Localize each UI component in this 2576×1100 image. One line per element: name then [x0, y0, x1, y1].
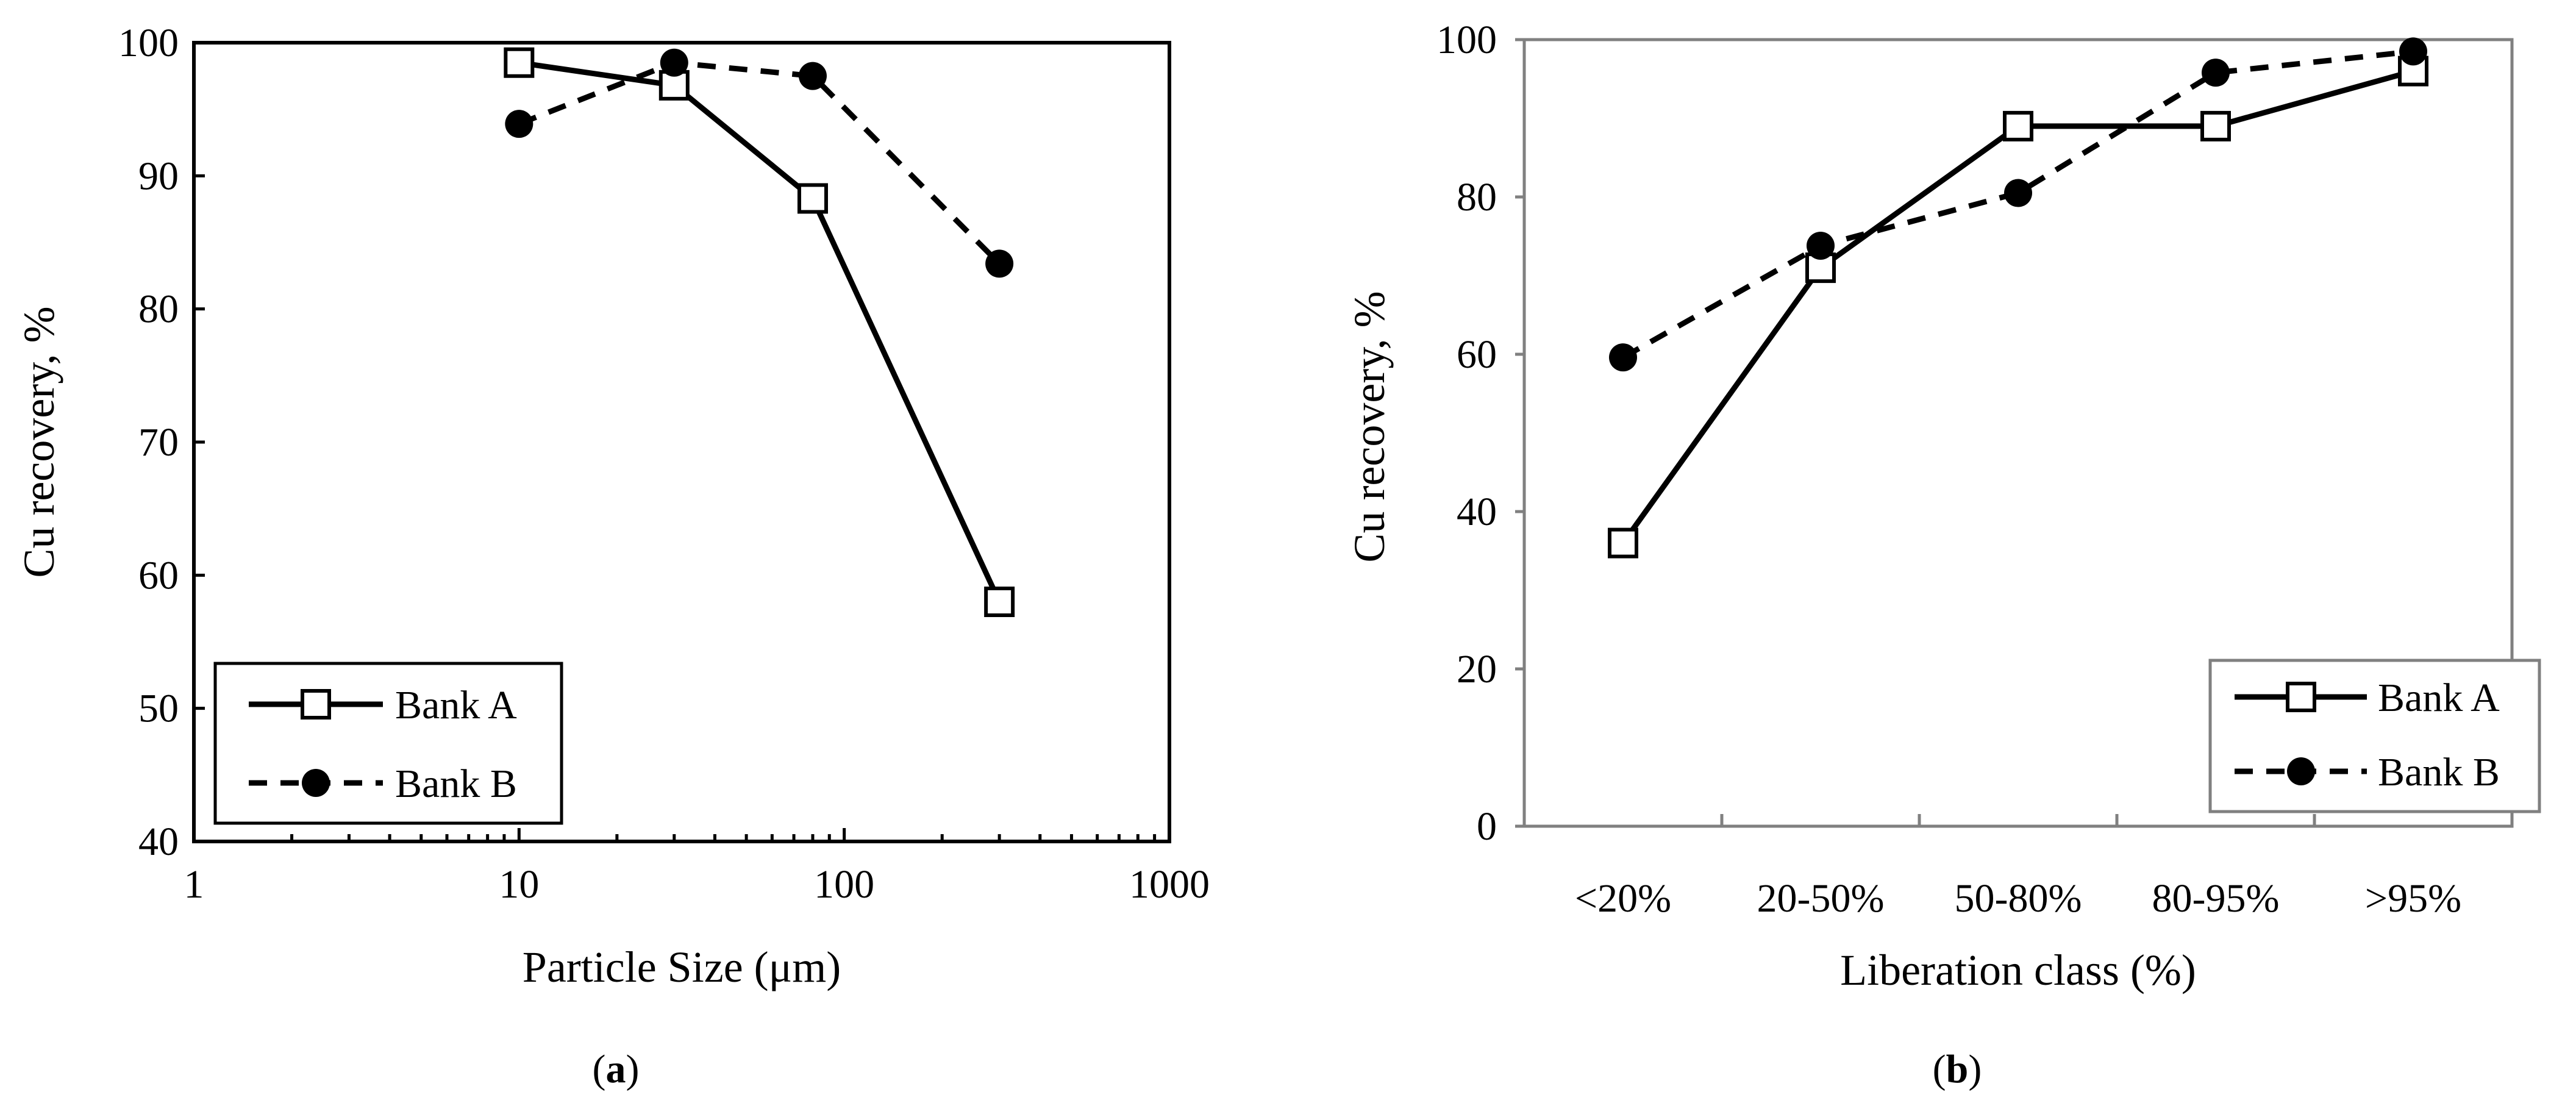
y-tick-label: 60: [1457, 332, 1497, 377]
y-tick-label: 80: [1457, 175, 1497, 220]
legend-label-bank-a: Bank A: [2378, 676, 2500, 720]
y-tick-label: 40: [138, 820, 179, 864]
data-point-bank-b-0: [505, 110, 533, 138]
y-tick-label: 70: [138, 420, 179, 465]
data-point-bank-a-2: [2003, 110, 2033, 141]
series-line-bank-a: [1621, 68, 2414, 545]
x-axis-title: Particle Size (μm): [523, 943, 841, 991]
x-tick-label: 80-95%: [2152, 876, 2280, 921]
x-tick-label: >95%: [2365, 876, 2461, 921]
y-tick-label: 100: [118, 21, 179, 65]
y-tick-label: 40: [1457, 490, 1497, 534]
legend-label-bank-b: Bank B: [2378, 750, 2500, 795]
data-point-bank-a-3: [984, 587, 1015, 617]
legend-marker-bank-a: [301, 689, 331, 720]
data-point-bank-a-3: [2200, 110, 2231, 141]
legend-frame: [2208, 659, 2541, 813]
x-tick-label: <20%: [1575, 876, 1671, 921]
data-point-bank-a-0: [1608, 527, 1638, 559]
legend-label-bank-b: Bank B: [395, 762, 517, 806]
legend: Bank A Bank B: [2208, 659, 2541, 813]
data-point-bank-b-1: [660, 48, 688, 77]
data-point-bank-b-2: [2004, 179, 2032, 207]
data-point-bank-b-0: [1609, 343, 1637, 372]
data-point-bank-b-1: [1807, 231, 1835, 260]
legend-marker-bank-b: [302, 769, 330, 797]
legend-label-bank-a: Bank A: [395, 683, 517, 727]
legend-frame: [213, 662, 563, 825]
y-tick-label: 90: [138, 154, 179, 198]
data-point-bank-a-0: [504, 47, 535, 78]
plot-area-frame: [1522, 38, 2514, 828]
y-axis-title: Cu recovery, %: [1345, 291, 1394, 562]
series-line-bank-a: [518, 60, 1002, 603]
legend-marker-bank-b: [2287, 757, 2315, 785]
y-tick-label: 0: [1477, 804, 1497, 849]
legend: Bank A Bank B: [213, 662, 563, 825]
panel-caption-b: (b): [1933, 1047, 1982, 1091]
y-tick-label: 80: [138, 287, 179, 332]
series-line-bank-b: [518, 60, 1002, 266]
x-tick-label: 1000: [1129, 862, 1210, 907]
y-tick-label: 60: [138, 553, 179, 598]
y-axis-title: Cu recovery, %: [15, 306, 63, 577]
x-tick-label: 10: [499, 862, 539, 907]
data-point-bank-a-2: [797, 183, 828, 214]
data-point-bank-b-4: [2399, 37, 2427, 66]
y-tick-label: 100: [1436, 18, 1497, 62]
panel-caption-a: (a): [593, 1047, 640, 1091]
data-point-bank-b-3: [2202, 59, 2230, 87]
x-tick-label: 50-80%: [1955, 876, 2082, 921]
data-point-bank-b-3: [985, 249, 1014, 278]
x-tick-label: 100: [814, 862, 874, 907]
x-tick-label: 1: [184, 862, 204, 907]
y-tick-label: 50: [138, 687, 179, 731]
x-axis-title: Liberation class (%): [1840, 946, 2196, 995]
x-tick-label: 20-50%: [1757, 876, 1885, 921]
data-point-bank-b-2: [798, 62, 827, 90]
y-tick-label: 20: [1457, 647, 1497, 691]
legend-marker-bank-a: [2286, 682, 2316, 712]
